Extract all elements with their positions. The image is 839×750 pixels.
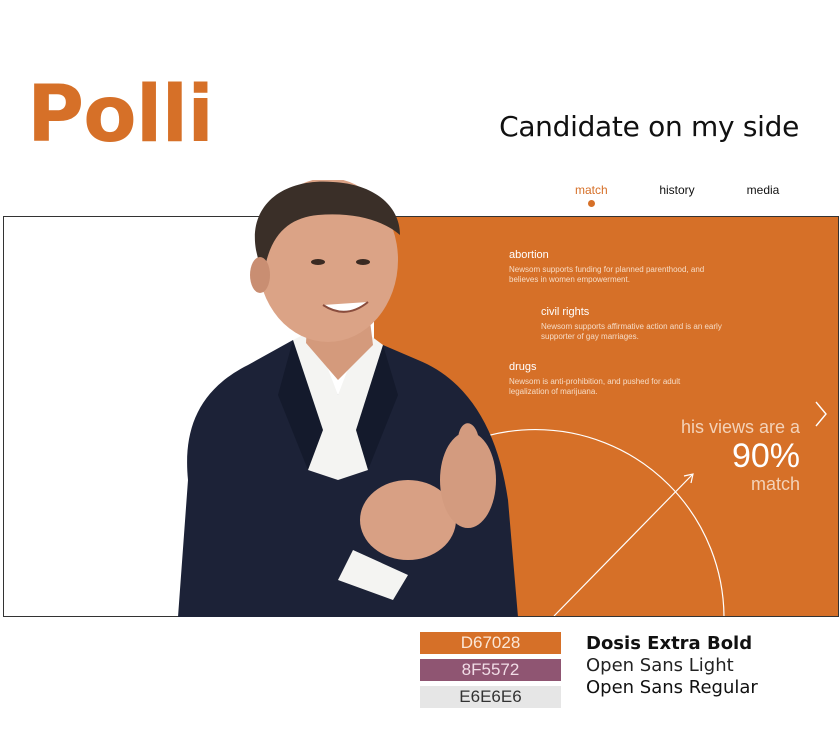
tab-media-label: media <box>746 183 780 197</box>
issue-description: Newsom is anti-prohibition, and pushed f… <box>509 377 681 396</box>
font-name: Open Sans Regular <box>586 677 758 698</box>
logo: Polli <box>27 70 214 160</box>
gauge-needle <box>553 474 693 616</box>
tab-history-label: history <box>659 183 695 197</box>
arrow-up-right-icon <box>683 473 694 484</box>
issue-title: civil rights <box>541 306 590 318</box>
issue-description: Newsom supports funding for planned pare… <box>509 265 705 284</box>
issue-drugs[interactable]: drugs Newsom is anti-prohibition, and pu… <box>509 361 719 397</box>
issue-title: drugs <box>509 361 537 373</box>
tab-match[interactable]: match <box>575 183 608 207</box>
match-percent: 90% <box>731 437 800 475</box>
match-lead: his views are a <box>680 417 800 437</box>
issue-description: Newsom supports affirmative action and i… <box>541 322 722 341</box>
tab-media[interactable]: media <box>746 183 780 197</box>
match-tail: match <box>750 474 800 494</box>
swatch-purple: 8F5572 <box>420 659 561 681</box>
swatch-gray: E6E6E6 <box>420 686 561 708</box>
font-name: Dosis Extra Bold <box>586 633 753 654</box>
main-nav: match history media <box>0 183 839 213</box>
swatch-orange: D67028 <box>420 632 561 654</box>
page-tagline: Candidate on my side <box>499 110 799 143</box>
tab-match-label: match <box>575 183 608 197</box>
color-palette: D67028 8F5572 E6E6E6 <box>420 632 561 713</box>
active-tab-dot <box>588 200 595 207</box>
tab-history[interactable]: history <box>658 183 696 197</box>
font-list: Dosis Extra Bold Open Sans Light Open Sa… <box>586 633 758 699</box>
font-name: Open Sans Light <box>586 655 734 676</box>
candidate-photo <box>178 180 518 617</box>
issue-abortion[interactable]: abortion Newsom supports funding for pla… <box>509 249 719 285</box>
issue-title: abortion <box>509 249 549 261</box>
issue-civil-rights[interactable]: civil rights Newsom supports affirmative… <box>541 306 751 342</box>
match-score: his views are a 90% match <box>681 417 800 495</box>
chevron-right-icon[interactable] <box>812 399 830 429</box>
